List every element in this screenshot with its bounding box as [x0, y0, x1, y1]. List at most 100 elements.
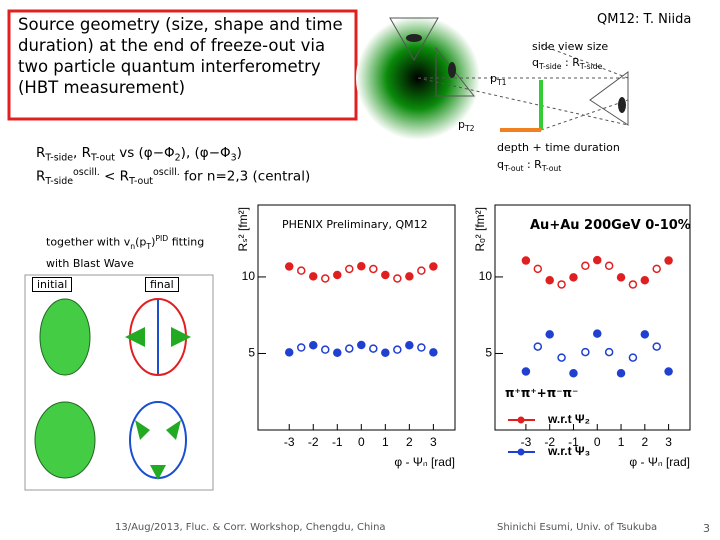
blast-wave-sketch [34, 298, 191, 480]
data-point [405, 340, 414, 350]
legend-marker [517, 448, 525, 456]
data-point [333, 270, 342, 280]
data-point [640, 330, 650, 339]
data-point [333, 348, 342, 357]
text-part: : R [523, 158, 542, 171]
text-part: p [490, 72, 497, 85]
text-part: ) [151, 235, 156, 249]
data-point [345, 264, 354, 274]
x-tick-label: -2 [544, 435, 555, 449]
text-part: together with v [46, 235, 131, 249]
data-point [296, 343, 306, 352]
data-point [381, 348, 390, 357]
text-part: T-out [503, 164, 524, 174]
detector [448, 62, 456, 78]
text-part: q [497, 158, 504, 171]
text-part: ), (φ−Φ [180, 145, 231, 161]
data-point [405, 272, 414, 281]
text-part: T-side [579, 62, 603, 72]
data-point [557, 280, 566, 289]
data-point [557, 353, 566, 362]
data-point [545, 330, 554, 339]
data-point [604, 261, 614, 271]
data-point [521, 256, 531, 265]
y-tick-label: 5 [248, 346, 255, 360]
y-tick-label: 10 [479, 269, 493, 283]
final-label: final [145, 277, 179, 292]
text-part: q [532, 56, 539, 69]
data-point [284, 348, 294, 357]
data-point [604, 347, 614, 357]
y-tick-label: 10 [242, 269, 256, 283]
text-part: 3 [230, 152, 237, 164]
x-tick-label: 1 [618, 435, 625, 449]
text-part: R [36, 145, 46, 161]
text-part: n [130, 241, 136, 251]
text-part: , R [73, 145, 91, 161]
data-point [652, 264, 661, 274]
x-axis-label: φ - Ψₙ [rad] [629, 455, 690, 469]
plot-frame [494, 204, 691, 431]
data-point [664, 256, 673, 265]
pair-label: π⁺π⁺+π⁻π⁻ [505, 386, 579, 400]
text-part: T-out [91, 152, 115, 164]
data-point [309, 340, 318, 350]
data-point [284, 262, 294, 271]
data-point [521, 367, 531, 376]
text-part: T2 [464, 124, 475, 134]
data-point [369, 264, 378, 274]
legend-marker [517, 416, 525, 424]
data-point [429, 348, 438, 357]
data-point [369, 344, 378, 353]
x-axis-label: φ - Ψₙ [rad] [394, 455, 455, 469]
blast-wave-box [24, 274, 214, 491]
data-point [429, 262, 438, 271]
pt1: pT1 [490, 72, 507, 87]
text-part: fitting with Blast Wave [46, 235, 205, 270]
preliminary: PHENIX Preliminary, QM12 [282, 218, 428, 231]
x-tick-label: -2 [308, 435, 319, 449]
text-part: vs (φ−Φ [114, 145, 175, 161]
data-point [321, 345, 330, 354]
text-part: T [146, 241, 152, 251]
legend-label: w.r.t Ψ₃ [547, 444, 590, 458]
x-tick-label: 3 [430, 435, 437, 449]
data-point [357, 261, 366, 271]
text-part: T-out [541, 164, 562, 174]
x-tick-label: 2 [406, 435, 413, 449]
pt2: pT2 [458, 118, 475, 133]
text-part: T-out [129, 176, 153, 188]
data-point [533, 342, 543, 351]
initial-label: initial [32, 277, 73, 292]
data-point [569, 368, 578, 378]
text-part: T-side [538, 62, 562, 72]
data-point [652, 342, 661, 351]
text-part: ) [236, 145, 242, 161]
title: Source geometry (size, shape and time du… [18, 15, 343, 97]
author: QM12: T. Niida [597, 12, 692, 27]
text-part: T-side [45, 176, 74, 188]
note-line: RT-side, RT-out vs (φ−Φ2), (φ−Φ3) [36, 145, 242, 164]
detector [406, 34, 422, 42]
text-part: p [458, 118, 465, 131]
footer-center: Shinichi Esumi, Univ. of Tsukuba [497, 522, 658, 533]
title-box [7, 9, 358, 121]
x-tick-label: 1 [382, 435, 389, 449]
x-tick-label: -3 [284, 435, 295, 449]
y-axis-label: Rₒ² [fm²] [473, 207, 487, 252]
data-point [628, 280, 638, 289]
side-q: qT-side : RT-side [532, 56, 602, 71]
text-part: oscill. [73, 167, 100, 178]
data-point [357, 340, 366, 350]
text-part: for n=2,3 (central) [179, 168, 311, 185]
data-point [593, 255, 602, 265]
y-tick-label: 5 [485, 346, 492, 360]
text-part: oscill. [153, 167, 180, 178]
data-point [393, 345, 402, 354]
x-tick-label: 0 [594, 435, 601, 449]
depth-q: qT-out : RT-out [497, 158, 561, 173]
system: Au+Au 200GeV 0-10% [530, 218, 691, 233]
data-point [581, 261, 590, 271]
data-point [417, 266, 426, 275]
